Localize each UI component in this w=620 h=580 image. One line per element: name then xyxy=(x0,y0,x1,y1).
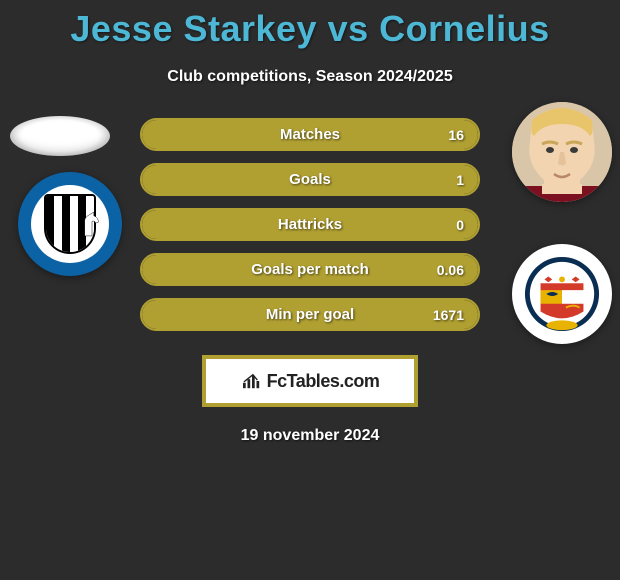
player2-club-logo xyxy=(512,244,612,344)
brand-box: FcTables.com xyxy=(202,355,418,407)
player1-club-logo xyxy=(18,172,122,276)
player2-avatar xyxy=(512,102,612,202)
stat-bar: Hattricks 0 xyxy=(140,208,480,241)
brand-text: FcTables.com xyxy=(267,371,380,392)
stat-bar-fill xyxy=(142,165,478,194)
subtitle: Club competitions, Season 2024/2025 xyxy=(0,68,620,86)
stat-bars: Matches 16 Goals 1 Hattricks 0 Goals per… xyxy=(140,116,480,331)
page-title: Jesse Starkey vs Cornelius xyxy=(0,0,620,50)
stat-bar-fill xyxy=(142,120,478,149)
stat-bar: Min per goal 1671 xyxy=(140,298,480,331)
date-text: 19 november 2024 xyxy=(0,427,620,445)
player2-face-icon xyxy=(512,102,612,202)
stat-bar-fill xyxy=(142,300,478,329)
stat-bar: Goals 1 xyxy=(140,163,480,196)
club1-horse-icon xyxy=(81,210,103,238)
player1-avatar-placeholder xyxy=(10,116,110,156)
brand-chart-icon xyxy=(241,372,263,390)
stat-bar-fill xyxy=(142,255,478,284)
stat-bar: Matches 16 xyxy=(140,118,480,151)
stat-bar: Goals per match 0.06 xyxy=(140,253,480,286)
club2-crest-icon xyxy=(523,255,601,333)
comparison-area: Matches 16 Goals 1 Hattricks 0 Goals per… xyxy=(0,116,620,445)
stat-bar-fill xyxy=(142,210,478,239)
